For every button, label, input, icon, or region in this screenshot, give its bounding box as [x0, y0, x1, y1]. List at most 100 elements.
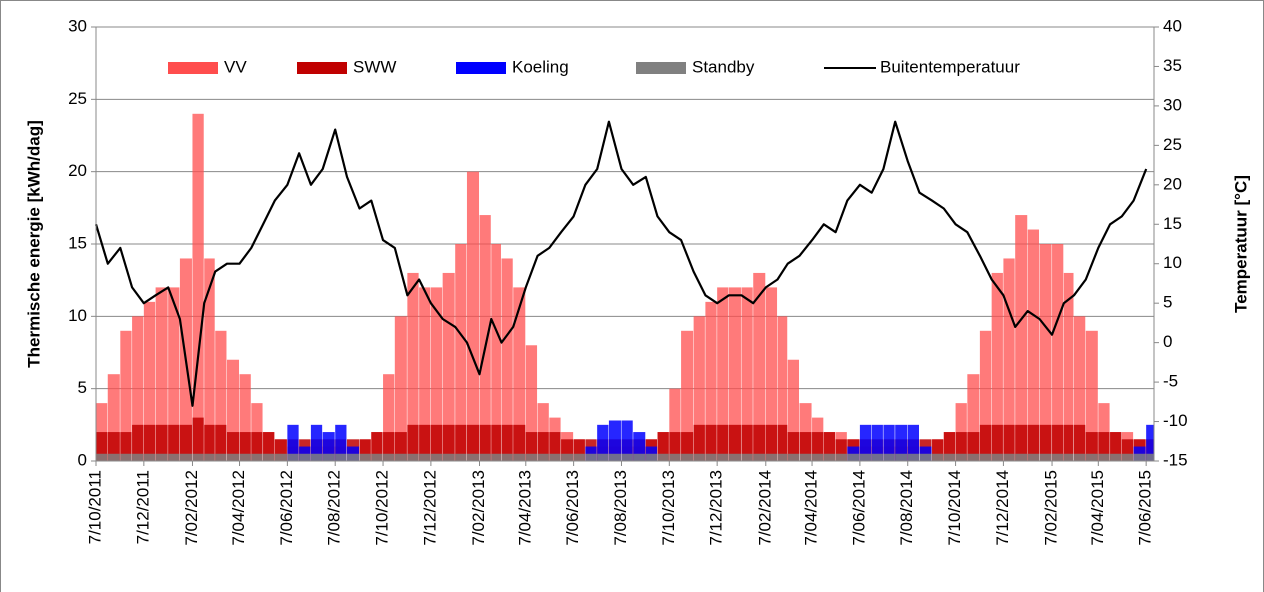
- bar: [1039, 453, 1052, 461]
- temperature-line: [94, 120, 1148, 407]
- bar: [394, 316, 407, 461]
- bar: [419, 424, 431, 461]
- bar: [728, 287, 741, 461]
- bar: [777, 316, 788, 461]
- y2-tick-label: 0: [1163, 332, 1172, 351]
- bar: [991, 453, 1003, 461]
- bar: [132, 424, 144, 461]
- x-tick-label: 7/06/2012: [277, 470, 296, 546]
- bar: [979, 330, 992, 461]
- bar: [491, 244, 501, 461]
- bar: [979, 453, 992, 461]
- y2-tick-label: -15: [1163, 450, 1188, 469]
- bar: [932, 453, 944, 461]
- bar: [597, 453, 609, 461]
- bar: [371, 432, 383, 461]
- bar: [155, 424, 168, 461]
- x-tick-label: 7/10/2014: [945, 470, 964, 546]
- bar: [407, 272, 419, 461]
- bar: [383, 453, 395, 461]
- bar: [263, 432, 275, 461]
- bar: [132, 316, 144, 461]
- bar: [669, 432, 681, 461]
- bar: [1133, 453, 1146, 461]
- bar: [717, 453, 729, 461]
- bar: [537, 403, 549, 461]
- bar: [419, 453, 431, 461]
- bar: [1015, 424, 1028, 461]
- bar: [455, 424, 467, 461]
- x-tick-label: 7/02/2014: [755, 470, 774, 546]
- x-tick-label: 7/04/2014: [802, 470, 821, 546]
- bar: [895, 453, 908, 461]
- bar: [215, 424, 227, 461]
- bar: [107, 453, 120, 461]
- legend-label: VV: [224, 57, 247, 76]
- bar: [1074, 316, 1086, 461]
- bar: [1052, 244, 1064, 461]
- bar: [501, 424, 513, 461]
- bar: [955, 403, 967, 461]
- bar: [1027, 424, 1039, 461]
- bar: [310, 424, 323, 461]
- bar: [573, 453, 585, 461]
- bar: [455, 244, 467, 461]
- bar: [823, 453, 836, 461]
- x-tick-label: 7/02/2015: [1042, 470, 1061, 546]
- bar: [215, 453, 227, 461]
- bar: [621, 453, 633, 461]
- bar: [1063, 424, 1074, 461]
- bar: [430, 453, 443, 461]
- bar: [812, 453, 824, 461]
- bar: [705, 453, 717, 461]
- bar: [525, 453, 538, 461]
- bar: [359, 453, 371, 461]
- bar: [383, 432, 395, 461]
- bar: [513, 287, 526, 461]
- bar: [143, 453, 156, 461]
- x-tick-label: 7/12/2014: [993, 470, 1012, 546]
- bar: [657, 453, 669, 461]
- bar: [383, 374, 395, 461]
- x-tick-label: 7/12/2011: [133, 470, 152, 544]
- bar: [371, 453, 383, 461]
- legend-swatch: [636, 62, 686, 74]
- bar: [287, 453, 299, 461]
- bar: [549, 453, 561, 461]
- y2-tick-label: 25: [1163, 135, 1182, 154]
- bar: [597, 424, 609, 461]
- bar: [955, 453, 967, 461]
- bar: [1146, 424, 1154, 461]
- bar: [705, 424, 717, 461]
- bar: [1074, 424, 1086, 461]
- bar: [585, 453, 597, 461]
- bar: [657, 432, 669, 461]
- bar: [681, 453, 694, 461]
- y2-tick-label: 40: [1163, 16, 1182, 35]
- bar: [513, 424, 526, 461]
- bar: [168, 424, 180, 461]
- bar: [812, 432, 824, 461]
- x-tick-label: 7/04/2012: [229, 470, 248, 546]
- y2-tick-label: 35: [1163, 56, 1182, 75]
- bar: [967, 453, 980, 461]
- bar: [717, 424, 729, 461]
- bar: [525, 345, 538, 461]
- bar: [728, 453, 741, 461]
- x-tick-label: 7/10/2012: [373, 470, 392, 546]
- bar: [239, 374, 251, 461]
- bar: [907, 424, 919, 461]
- bar: [1098, 432, 1110, 461]
- bar: [859, 453, 872, 461]
- bar: [1074, 453, 1086, 461]
- bar: [765, 424, 778, 461]
- bar: [1063, 453, 1074, 461]
- bar: [608, 420, 621, 461]
- bar: [835, 439, 847, 461]
- bar: [1039, 424, 1052, 461]
- bar: [430, 287, 443, 461]
- bar: [155, 287, 168, 461]
- bar: [251, 403, 263, 461]
- bar: [753, 453, 766, 461]
- bar: [777, 424, 788, 461]
